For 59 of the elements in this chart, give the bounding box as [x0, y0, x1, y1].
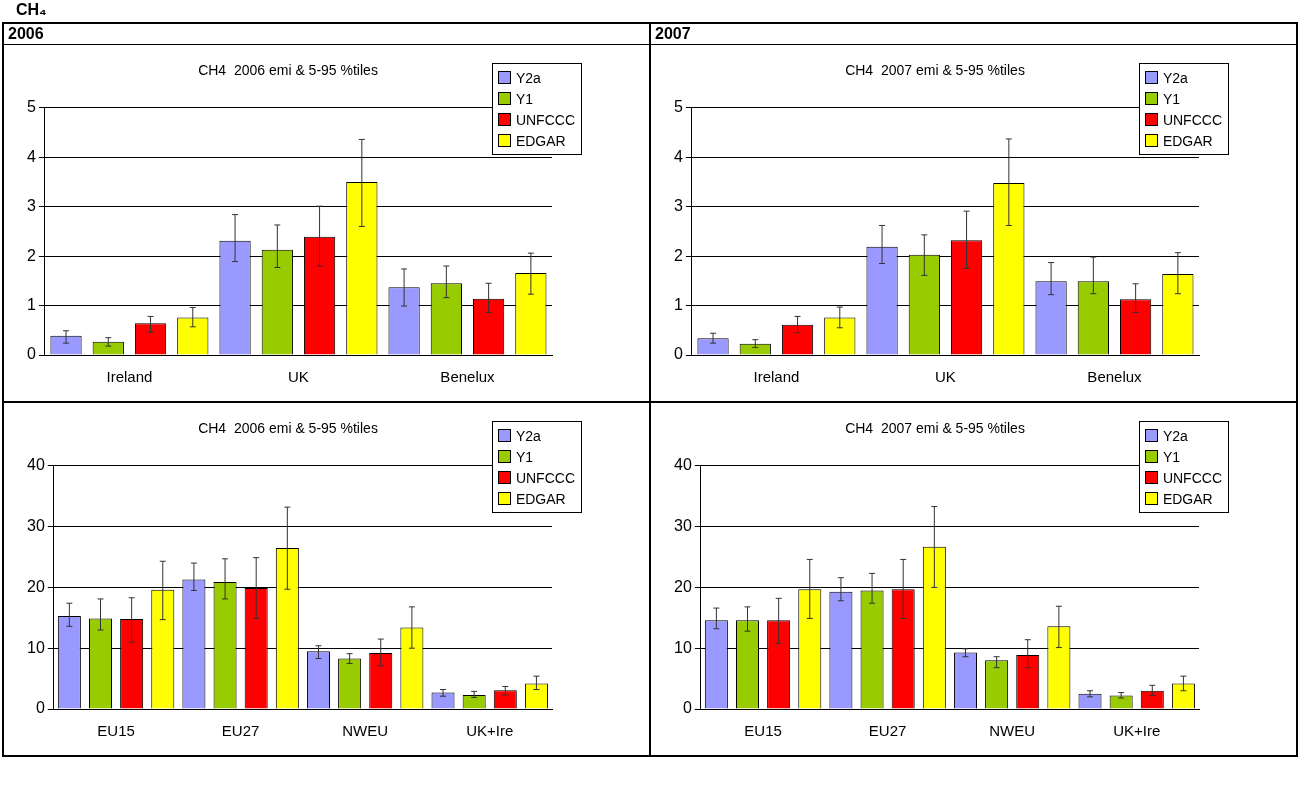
y-tick-label: 30 [27, 517, 45, 535]
y-tick-label: 5 [26, 98, 36, 116]
legend-label: Y1 [515, 448, 534, 465]
x-tick-label: NWEU [342, 722, 389, 740]
chart-title: CH4 2006 emi & 5-95 %tiles [198, 420, 378, 437]
legend-label: Y1 [515, 90, 534, 107]
y-tick-label: 5 [673, 98, 683, 116]
legend-label: Y2a [1162, 69, 1188, 86]
x-tick-label: EU15 [744, 722, 782, 740]
x-tick-label: UK+Ire [466, 722, 514, 740]
y-tick-label: 0 [35, 699, 45, 717]
y-tick-label: 4 [26, 147, 36, 165]
y-tick-label: 10 [27, 638, 45, 656]
legend-label: Y1 [1162, 448, 1181, 465]
y-tick-label: 20 [27, 577, 45, 595]
x-tick-label: Benelux [440, 368, 496, 386]
y-tick-label: 10 [674, 638, 692, 656]
legend-label: UNFCCC [515, 469, 575, 486]
y-tick-label: 0 [682, 699, 692, 717]
y-tick-label: 20 [674, 577, 692, 595]
text: 2007 [651, 24, 1296, 45]
y-tick-label: 40 [27, 456, 45, 474]
y-tick-label: 2 [26, 246, 36, 264]
y-tick-label: 30 [674, 517, 692, 535]
x-tick-label: EU15 [97, 722, 135, 740]
y-tick-label: 3 [673, 197, 683, 215]
legend-label: Y2a [515, 69, 541, 86]
x-tick-label: EU27 [868, 722, 907, 740]
x-tick-label: Benelux [1087, 368, 1143, 386]
legend-label: Y2a [515, 427, 541, 444]
legend-label: Y2a [1162, 427, 1188, 444]
chart-title: CH4 2007 emi & 5-95 %tiles [845, 62, 1025, 79]
text: CH₄ [16, 1, 47, 19]
legend-label: EDGAR [515, 132, 566, 149]
chart-title: CH4 2006 emi & 5-95 %tiles [198, 62, 378, 79]
y-tick-label: 0 [673, 345, 683, 363]
legend-label: UNFCCC [1162, 111, 1222, 128]
y-tick-label: 1 [26, 295, 36, 313]
y-tick-label: 3 [26, 197, 36, 215]
x-tick-label: UK+Ire [1113, 722, 1161, 740]
y-tick-label: 40 [674, 456, 692, 474]
x-tick-label: UK [288, 368, 309, 386]
legend-label: UNFCCC [1162, 469, 1222, 486]
x-tick-label: Ireland [753, 368, 800, 386]
y-tick-label: 0 [26, 345, 36, 363]
x-tick-label: UK [935, 368, 956, 386]
y-tick-label: 2 [673, 246, 683, 264]
legend-label: EDGAR [1162, 490, 1213, 507]
x-tick-label: Ireland [106, 368, 153, 386]
legend-label: Y1 [1162, 90, 1181, 107]
x-tick-label: EU27 [221, 722, 260, 740]
text: 2006 [4, 24, 649, 45]
chart-title: CH4 2007 emi & 5-95 %tiles [845, 420, 1025, 437]
legend-label: UNFCCC [515, 111, 575, 128]
legend-label: EDGAR [1162, 132, 1213, 149]
y-tick-label: 4 [673, 147, 683, 165]
legend-label: EDGAR [515, 490, 566, 507]
y-tick-label: 1 [673, 295, 683, 313]
x-tick-label: NWEU [989, 722, 1036, 740]
